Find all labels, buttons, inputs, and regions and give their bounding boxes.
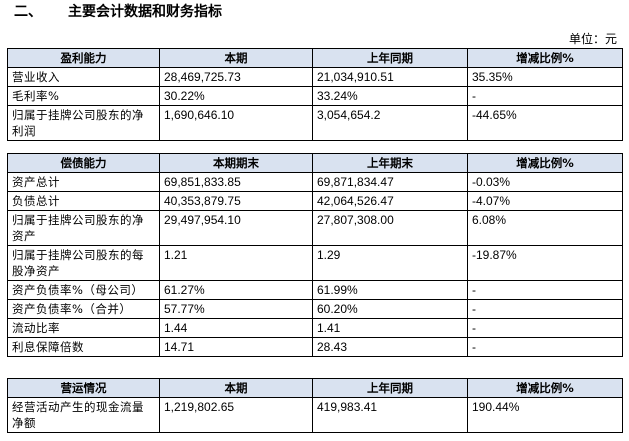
- prior-value: 1.29: [312, 245, 468, 281]
- row-label: 营业收入: [7, 67, 160, 87]
- row-label: 利息保障倍数: [7, 337, 160, 357]
- solvency-table: 偿债能力 本期期末 上年期末 增减比例% 资产总计 69,851,833.85 …: [7, 153, 623, 357]
- header-cell: 上年同期: [312, 48, 468, 68]
- row-label: 归属于挂牌公司股东的净利润: [7, 105, 160, 141]
- header-cell: 增减比例%: [467, 48, 623, 68]
- change-percent: -: [467, 337, 623, 357]
- header-cell: 本期: [159, 48, 313, 68]
- change-percent: -: [467, 299, 623, 319]
- change-percent: 35.35%: [467, 67, 623, 87]
- prior-value: 69,871,834.47: [312, 172, 468, 192]
- current-value: 57.77%: [159, 299, 313, 319]
- current-value: 69,851,833.85: [159, 172, 313, 192]
- prior-value: 28.43: [312, 337, 468, 357]
- change-percent: -4.07%: [467, 191, 623, 211]
- prior-value: 21,034,910.51: [312, 67, 468, 87]
- table-header-row: 偿债能力 本期期末 上年期末 增减比例%: [7, 153, 623, 173]
- current-value: 28,469,725.73: [159, 67, 313, 87]
- table-row: 利息保障倍数 14.71 28.43 -: [7, 337, 623, 357]
- change-percent: 6.08%: [467, 210, 623, 246]
- prior-value: 3,054,654.2: [312, 105, 468, 141]
- section-number: 二、: [14, 4, 42, 20]
- row-label: 资产负债率%（合并）: [7, 299, 160, 319]
- prior-value: 60.20%: [312, 299, 468, 319]
- section-title: 主要会计数据和财务指标: [68, 4, 222, 20]
- header-cell: 增减比例%: [467, 378, 623, 398]
- header-cell: 本期: [159, 378, 313, 398]
- profitability-table: 盈利能力 本期 上年同期 增减比例% 营业收入 28,469,725.73 21…: [7, 48, 623, 141]
- change-percent: -19.87%: [467, 245, 623, 281]
- prior-value: 33.24%: [312, 86, 468, 106]
- change-percent: -0.03%: [467, 172, 623, 192]
- table-header-row: 营运情况 本期 上年同期 增减比例%: [7, 378, 623, 398]
- header-cell: 偿债能力: [7, 153, 160, 173]
- row-label: 归属于挂牌公司股东的净资产: [7, 210, 160, 246]
- row-label: 毛利率%: [7, 86, 160, 106]
- header-cell: 盈利能力: [7, 48, 160, 68]
- header-cell: 增减比例%: [467, 153, 623, 173]
- table-row: 资产负债率%（合并） 57.77% 60.20% -: [7, 299, 623, 319]
- section-heading: 二、 主要会计数据和财务指标: [14, 1, 222, 21]
- change-percent: -44.65%: [467, 105, 623, 141]
- change-percent: 190.44%: [467, 397, 623, 433]
- current-value: 29,497,954.10: [159, 210, 313, 246]
- current-value: 1,690,646.10: [159, 105, 313, 141]
- current-value: 14.71: [159, 337, 313, 357]
- row-label: 归属于挂牌公司股东的每股净资产: [7, 245, 160, 281]
- header-cell: 本期期末: [159, 153, 313, 173]
- table-row: 流动比率 1.44 1.41 -: [7, 318, 623, 338]
- table-row: 营业收入 28,469,725.73 21,034,910.51 35.35%: [7, 67, 623, 87]
- current-value: 40,353,879.75: [159, 191, 313, 211]
- prior-value: 1.41: [312, 318, 468, 338]
- table-row: 经营活动产生的现金流量净额 1,219,802.65 419,983.41 19…: [7, 397, 623, 433]
- row-label: 资产总计: [7, 172, 160, 192]
- change-percent: -: [467, 318, 623, 338]
- current-value: 1,219,802.65: [159, 397, 313, 433]
- change-percent: -: [467, 86, 623, 106]
- unit-label: 单位：元: [568, 32, 617, 46]
- table-row: 资产负债率%（母公司） 61.27% 61.99% -: [7, 280, 623, 300]
- header-cell: 上年期末: [312, 153, 468, 173]
- row-label: 负债总计: [7, 191, 160, 211]
- current-value: 30.22%: [159, 86, 313, 106]
- table-row: 归属于挂牌公司股东的每股净资产 1.21 1.29 -19.87%: [7, 245, 623, 281]
- current-value: 61.27%: [159, 280, 313, 300]
- current-value: 1.44: [159, 318, 313, 338]
- table-header-row: 盈利能力 本期 上年同期 增减比例%: [7, 48, 623, 68]
- prior-value: 61.99%: [312, 280, 468, 300]
- table-row: 归属于挂牌公司股东的净利润 1,690,646.10 3,054,654.2 -…: [7, 105, 623, 141]
- prior-value: 27,807,308.00: [312, 210, 468, 246]
- table-row: 毛利率% 30.22% 33.24% -: [7, 86, 623, 106]
- header-cell: 上年同期: [312, 378, 468, 398]
- row-label: 经营活动产生的现金流量净额: [7, 397, 160, 433]
- row-label: 资产负债率%（母公司）: [7, 280, 160, 300]
- current-value: 1.21: [159, 245, 313, 281]
- prior-value: 42,064,526.47: [312, 191, 468, 211]
- header-cell: 营运情况: [7, 378, 160, 398]
- operations-table: 营运情况 本期 上年同期 增减比例% 经营活动产生的现金流量净额 1,219,8…: [7, 378, 623, 433]
- change-percent: -: [467, 280, 623, 300]
- table-row: 负债总计 40,353,879.75 42,064,526.47 -4.07%: [7, 191, 623, 211]
- table-row: 资产总计 69,851,833.85 69,871,834.47 -0.03%: [7, 172, 623, 192]
- row-label: 流动比率: [7, 318, 160, 338]
- table-row: 归属于挂牌公司股东的净资产 29,497,954.10 27,807,308.0…: [7, 210, 623, 246]
- prior-value: 419,983.41: [312, 397, 468, 433]
